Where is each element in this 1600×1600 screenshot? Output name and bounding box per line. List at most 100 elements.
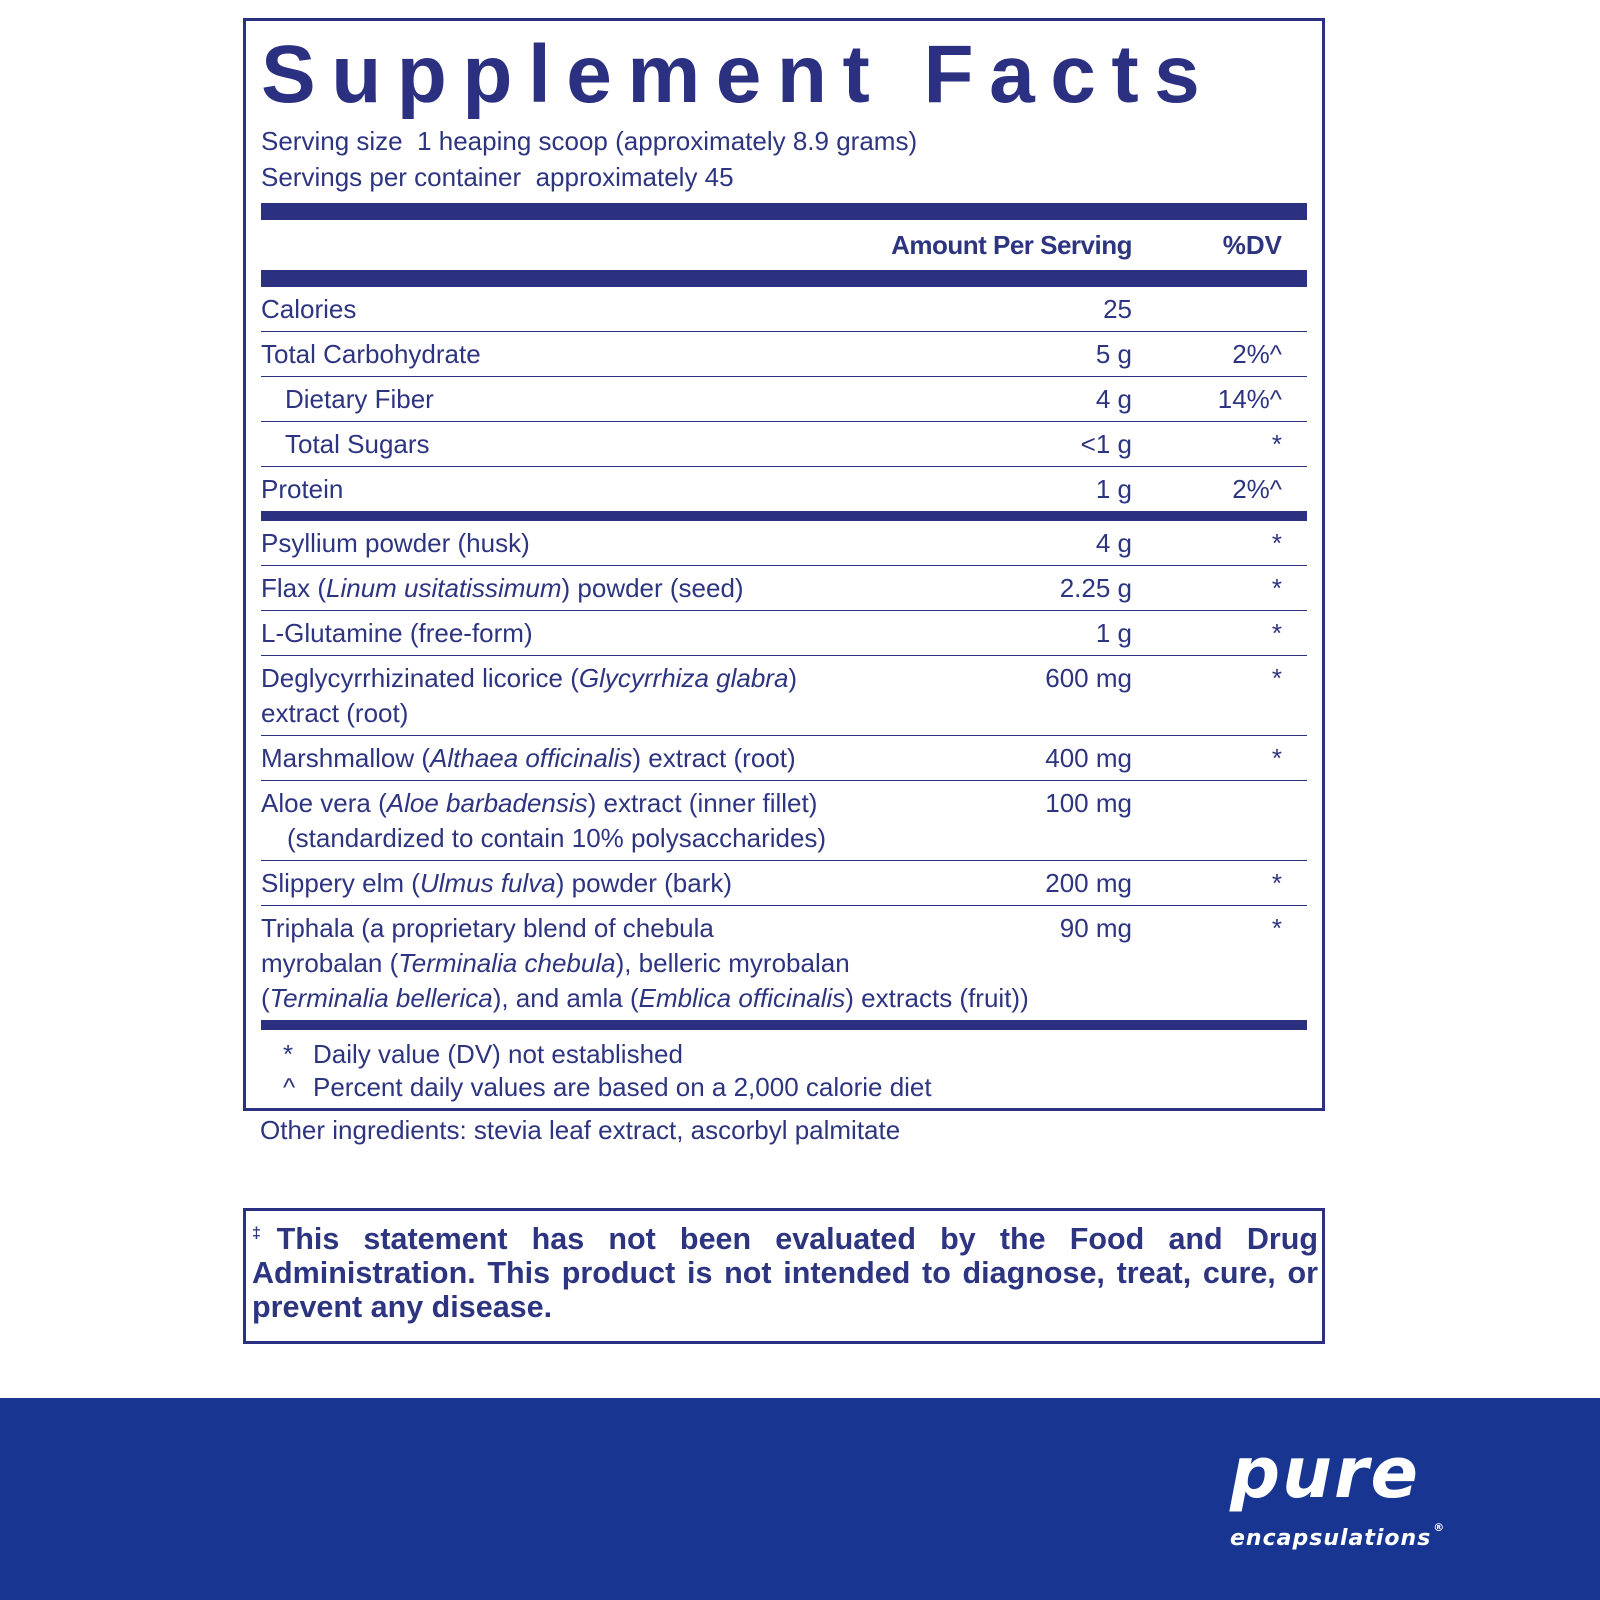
row-dv: * (1271, 573, 1282, 603)
row-amount: 1 g (1095, 474, 1132, 504)
name-text: ) extracts (fruit)) (845, 983, 1029, 1013)
fda-disclaimer: ‡This statement has not been evaluated b… (243, 1208, 1325, 1344)
table-row: Slippery elm (Ulmus fulva) powder (bark)… (261, 861, 1307, 906)
row-dv: * (1271, 663, 1282, 693)
table-row: Total Sugars <1 g * (261, 422, 1307, 467)
row-name-line: myrobalan (Terminalia chebula), belleric… (261, 946, 932, 981)
latin-name: Ulmus fulva (419, 868, 556, 898)
name-text: ), and amla ( (492, 983, 639, 1013)
row-dv: * (1271, 743, 1282, 773)
name-text: Dietary Fiber (285, 384, 434, 414)
name-text: Triphala (a proprietary blend of chebula (261, 913, 714, 943)
row-name: Calories (261, 292, 932, 327)
table-row: Aloe vera (Aloe barbadensis) extract (in… (261, 781, 1307, 861)
row-dv: * (1271, 868, 1282, 898)
dv-header: %DV (1222, 229, 1282, 260)
name-text: Slippery elm ( (261, 868, 420, 898)
row-amount: 200 mg (1045, 868, 1132, 898)
table-row: Protein 1 g 2%^ (261, 467, 1307, 511)
latin-name: Glycyrrhiza glabra (578, 663, 789, 693)
row-amount: 2.25 g (1059, 573, 1132, 603)
row-name-line: Total Carbohydrate (261, 337, 932, 372)
table-row: Psyllium powder (husk) 4 g * (261, 521, 1307, 566)
row-name: Psyllium powder (husk) (261, 526, 932, 561)
row-dv: 2%^ (1232, 474, 1282, 504)
row-name: Protein (261, 472, 932, 507)
name-text: L-Glutamine (free-form) (261, 618, 533, 648)
row-name: L-Glutamine (free-form) (261, 616, 932, 651)
column-header: Amount Per Serving %DV (261, 220, 1307, 270)
row-name: Flax (Linum usitatissimum) powder (seed) (261, 571, 932, 606)
name-text: ), belleric myrobalan (615, 948, 850, 978)
row-amount: 25 (1103, 294, 1132, 324)
latin-name: Terminalia bellerica (269, 983, 493, 1013)
latin-name: Emblica officinalis (638, 983, 846, 1013)
row-name-line: Protein (261, 472, 932, 507)
row-name: Total Sugars (261, 427, 932, 462)
row-name: Slippery elm (Ulmus fulva) powder (bark) (261, 866, 932, 901)
name-text: ) extract (inner fillet) (587, 788, 818, 818)
divider-bar (261, 203, 1307, 220)
panel-title: Supplement Facts (261, 29, 1216, 120)
row-name: Aloe vera (Aloe barbadensis) extract (in… (261, 786, 932, 856)
serving-size: Serving size 1 heaping scoop (approximat… (261, 126, 918, 156)
name-text: Protein (261, 474, 344, 504)
row-amount: 4 g (1095, 528, 1132, 558)
row-dv (1132, 292, 1307, 327)
footnote: ^ Percent daily values are based on a 2,0… (283, 1072, 932, 1102)
table-row: Deglycyrrhizinated licorice (Glycyrrhiza… (261, 656, 1307, 736)
brand-footer: pure encapsulations ® (0, 1398, 1600, 1600)
other-ingredients: Other ingredients: stevia leaf extract, … (260, 1115, 901, 1145)
row-amount: 5 g (1095, 339, 1132, 369)
row-name-line: Psyllium powder (husk) (261, 526, 932, 561)
row-name: Triphala (a proprietary blend of chebula… (261, 911, 1029, 1016)
name-text: ( (261, 983, 270, 1013)
row-name-line: Aloe vera (Aloe barbadensis) extract (in… (261, 786, 932, 821)
row-amount: 400 mg (1045, 743, 1132, 773)
ingredient-rows: Psyllium powder (husk) 4 g * Flax (Linum us… (261, 521, 1307, 1020)
amount-header: Amount Per Serving (891, 229, 1132, 260)
latin-name: Linum usitatissimum (326, 573, 562, 603)
row-name: Deglycyrrhizinated licorice (Glycyrrhiza… (261, 661, 932, 731)
name-text: myrobalan ( (261, 948, 399, 978)
row-name: Total Carbohydrate (261, 337, 932, 372)
row-name: Dietary Fiber (261, 382, 932, 417)
name-text: ) powder (bark) (555, 868, 733, 898)
row-dv: * (1271, 528, 1282, 558)
registered-mark: ® (1433, 1521, 1446, 1534)
name-text: ) extract (root) (632, 743, 796, 773)
row-name-line: Marshmallow (Althaea officinalis) extrac… (261, 741, 932, 776)
row-name-line: Dietary Fiber (285, 382, 932, 417)
servings-per-container: Servings per container approximately 45 (261, 162, 734, 192)
latin-name: Althaea officinalis (430, 743, 633, 773)
row-amount: 600 mg (1045, 663, 1132, 693)
divider-bar (261, 270, 1307, 287)
row-amount: <1 g (1080, 429, 1132, 459)
row-name-line: L-Glutamine (free-form) (261, 616, 932, 651)
divider-bar (261, 1020, 1307, 1030)
latin-name: Aloe barbadensis (386, 788, 588, 818)
footnotes: * Daily value (DV) not established ^ Perce… (261, 1030, 1307, 1104)
row-name-line: extract (root) (261, 696, 932, 731)
table-row: Dietary Fiber 4 g 14%^ (261, 377, 1307, 422)
row-amount: 4 g (1095, 384, 1132, 414)
name-text: ) (788, 663, 798, 693)
row-dv: 14%^ (1217, 384, 1282, 414)
name-text: Deglycyrrhizinated licorice ( (261, 663, 579, 693)
name-text: Marshmallow ( (261, 743, 431, 773)
nutrition-rows: Calories 25 Total Carbohydrate 5 g 2%^ Dietar… (261, 287, 1307, 511)
name-text: ) powder (seed) (561, 573, 744, 603)
row-name-line: Total Sugars (285, 427, 932, 462)
row-dv: * (1271, 913, 1282, 943)
supplement-facts-panel: Supplement Facts Serving size 1 heaping … (243, 18, 1325, 1111)
latin-name: Terminalia chebula (398, 948, 616, 978)
name-text: Total Carbohydrate (261, 339, 481, 369)
row-name-line: Flax (Linum usitatissimum) powder (seed) (261, 571, 932, 606)
row-amount: 1 g (1095, 618, 1132, 648)
row-name-line: (standardized to contain 10% polysacchar… (261, 821, 932, 856)
row-name-line: Deglycyrrhizinated licorice (Glycyrrhiza… (261, 661, 932, 696)
name-text: Aloe vera ( (261, 788, 387, 818)
row-dv: * (1271, 429, 1282, 459)
table-row: Triphala (a proprietary blend of chebula… (261, 906, 1307, 1020)
row-dv: 2%^ (1232, 339, 1282, 369)
